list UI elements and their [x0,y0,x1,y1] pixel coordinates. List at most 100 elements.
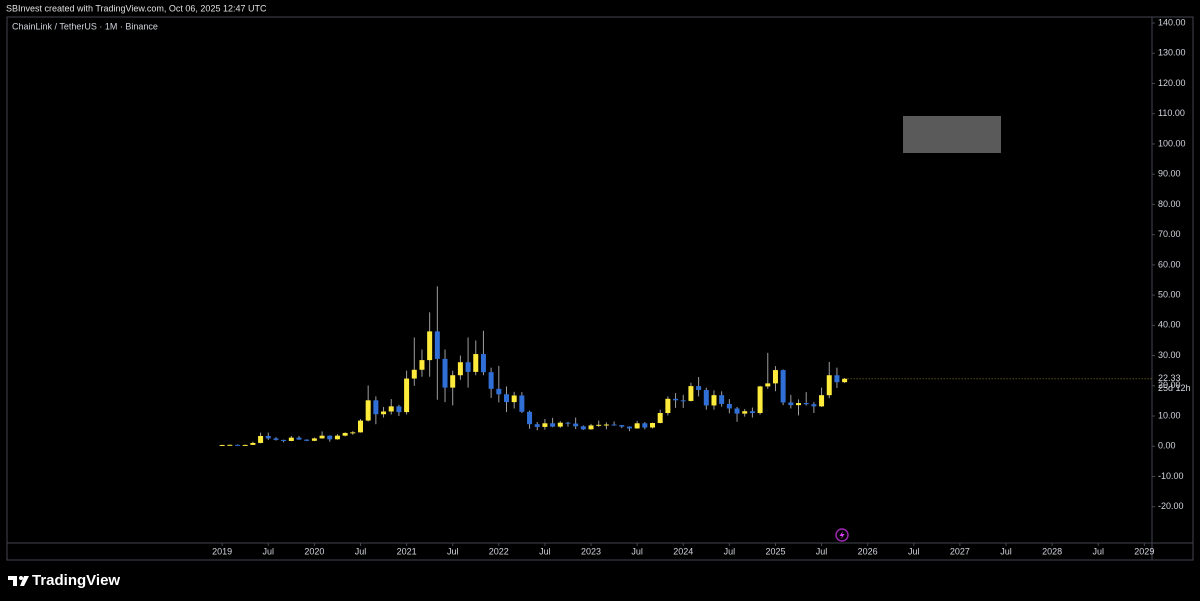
candle-body [788,402,794,406]
candle-body [765,383,771,387]
candle-body [503,394,509,403]
candle-body [496,388,502,395]
candle-body [396,406,402,413]
candle-body [419,360,425,370]
x-tick-label: Jul [631,546,643,556]
candle-body [673,398,679,401]
candle-body [258,435,264,443]
y-tick-label: 50.00 [1158,289,1181,299]
candle-body [519,395,525,412]
candle-body [227,444,233,446]
x-tick-label: Jul [1000,546,1012,556]
candle-body [357,420,363,433]
candle-body [296,437,302,440]
candle-body [557,422,563,427]
candle-body [634,423,640,429]
x-tick-label: 2027 [950,546,970,556]
candle-body [657,413,663,423]
x-tick-label: Jul [447,546,459,556]
candle-body [819,395,825,407]
candle-body [311,438,317,441]
y-tick-label: -20.00 [1158,501,1184,511]
candle-body [434,331,440,359]
x-tick-label: Jul [539,546,551,556]
candle-body [573,423,579,427]
candle-body [473,354,479,372]
x-tick-label: 2019 [212,546,232,556]
candle-body [388,406,394,412]
x-tick-label: Jul [816,546,828,556]
tradingview-logo: TradingView [8,572,120,589]
x-tick-label: 2021 [397,546,417,556]
candle-body [550,423,556,427]
chart-title: ChainLink / TetherUS · 1M · Binance [12,21,158,31]
candle-body [334,435,340,440]
candle-body [219,444,225,446]
y-tick-label: 130.00 [1158,48,1186,58]
candle-body [757,386,763,414]
candle-body [734,408,740,414]
y-tick-label: 110.00 [1158,108,1185,118]
y-tick-label: 100.00 [1158,138,1186,148]
candle-body [688,386,694,401]
countdown-label: 25d 12h [1158,383,1191,393]
y-tick-label: 40.00 [1158,320,1181,330]
candle-body [726,403,732,409]
candle-body [542,423,548,427]
y-tick-label: 60.00 [1158,259,1181,269]
candle-body [365,400,371,421]
candle-body [680,400,686,402]
candle-body [527,411,533,425]
x-tick-label: 2020 [304,546,324,556]
candle-body [242,444,248,446]
header: SBInvest created with TradingView.com, O… [6,3,267,13]
x-tick-label: 2029 [1134,546,1154,556]
candle-body [411,369,417,379]
candle-body [719,395,725,404]
x-tick-label: 2026 [858,546,878,556]
candle-body [711,395,717,406]
candle-body [373,400,379,415]
y-tick-label: -10.00 [1158,471,1184,481]
candle-body [742,411,748,414]
candle-body [650,422,656,428]
candle-body [796,403,802,406]
candle-body [404,378,410,413]
candle-body [611,424,617,426]
candle-body [450,375,456,388]
candle-body [626,426,632,429]
y-tick-label: 140.00 [1158,17,1186,27]
candle-body [488,372,494,389]
candle-body [696,386,702,391]
candle-body [772,370,778,384]
last-price-label: 22.33 [1158,373,1181,383]
candle-body [442,358,448,388]
candle-body [619,425,625,427]
y-tick-label: 10.00 [1158,410,1181,420]
candle-body [565,422,571,424]
y-tick-label: 90.00 [1158,169,1181,179]
candle-body [381,411,387,415]
candle-body [642,423,648,428]
footer-logo-text: TradingView [32,572,120,589]
candle-body [465,362,471,372]
candle-body [288,437,294,441]
candle-body [588,425,594,430]
candle-body [427,331,433,361]
y-tick-label: 0.00 [1158,441,1176,451]
candle-body [749,411,755,414]
candle-body [511,395,517,403]
candle-body [273,438,279,440]
candle-body [834,375,840,383]
candle-body [703,390,709,406]
candle-body [826,375,832,396]
candle-body [457,362,463,376]
candle-body [281,439,287,441]
y-tick-label: 80.00 [1158,199,1181,209]
candle-body [235,444,241,446]
x-tick-label: 2022 [489,546,509,556]
candle-body [780,370,786,403]
x-tick-label: Jul [724,546,736,556]
candle-body [304,439,310,441]
